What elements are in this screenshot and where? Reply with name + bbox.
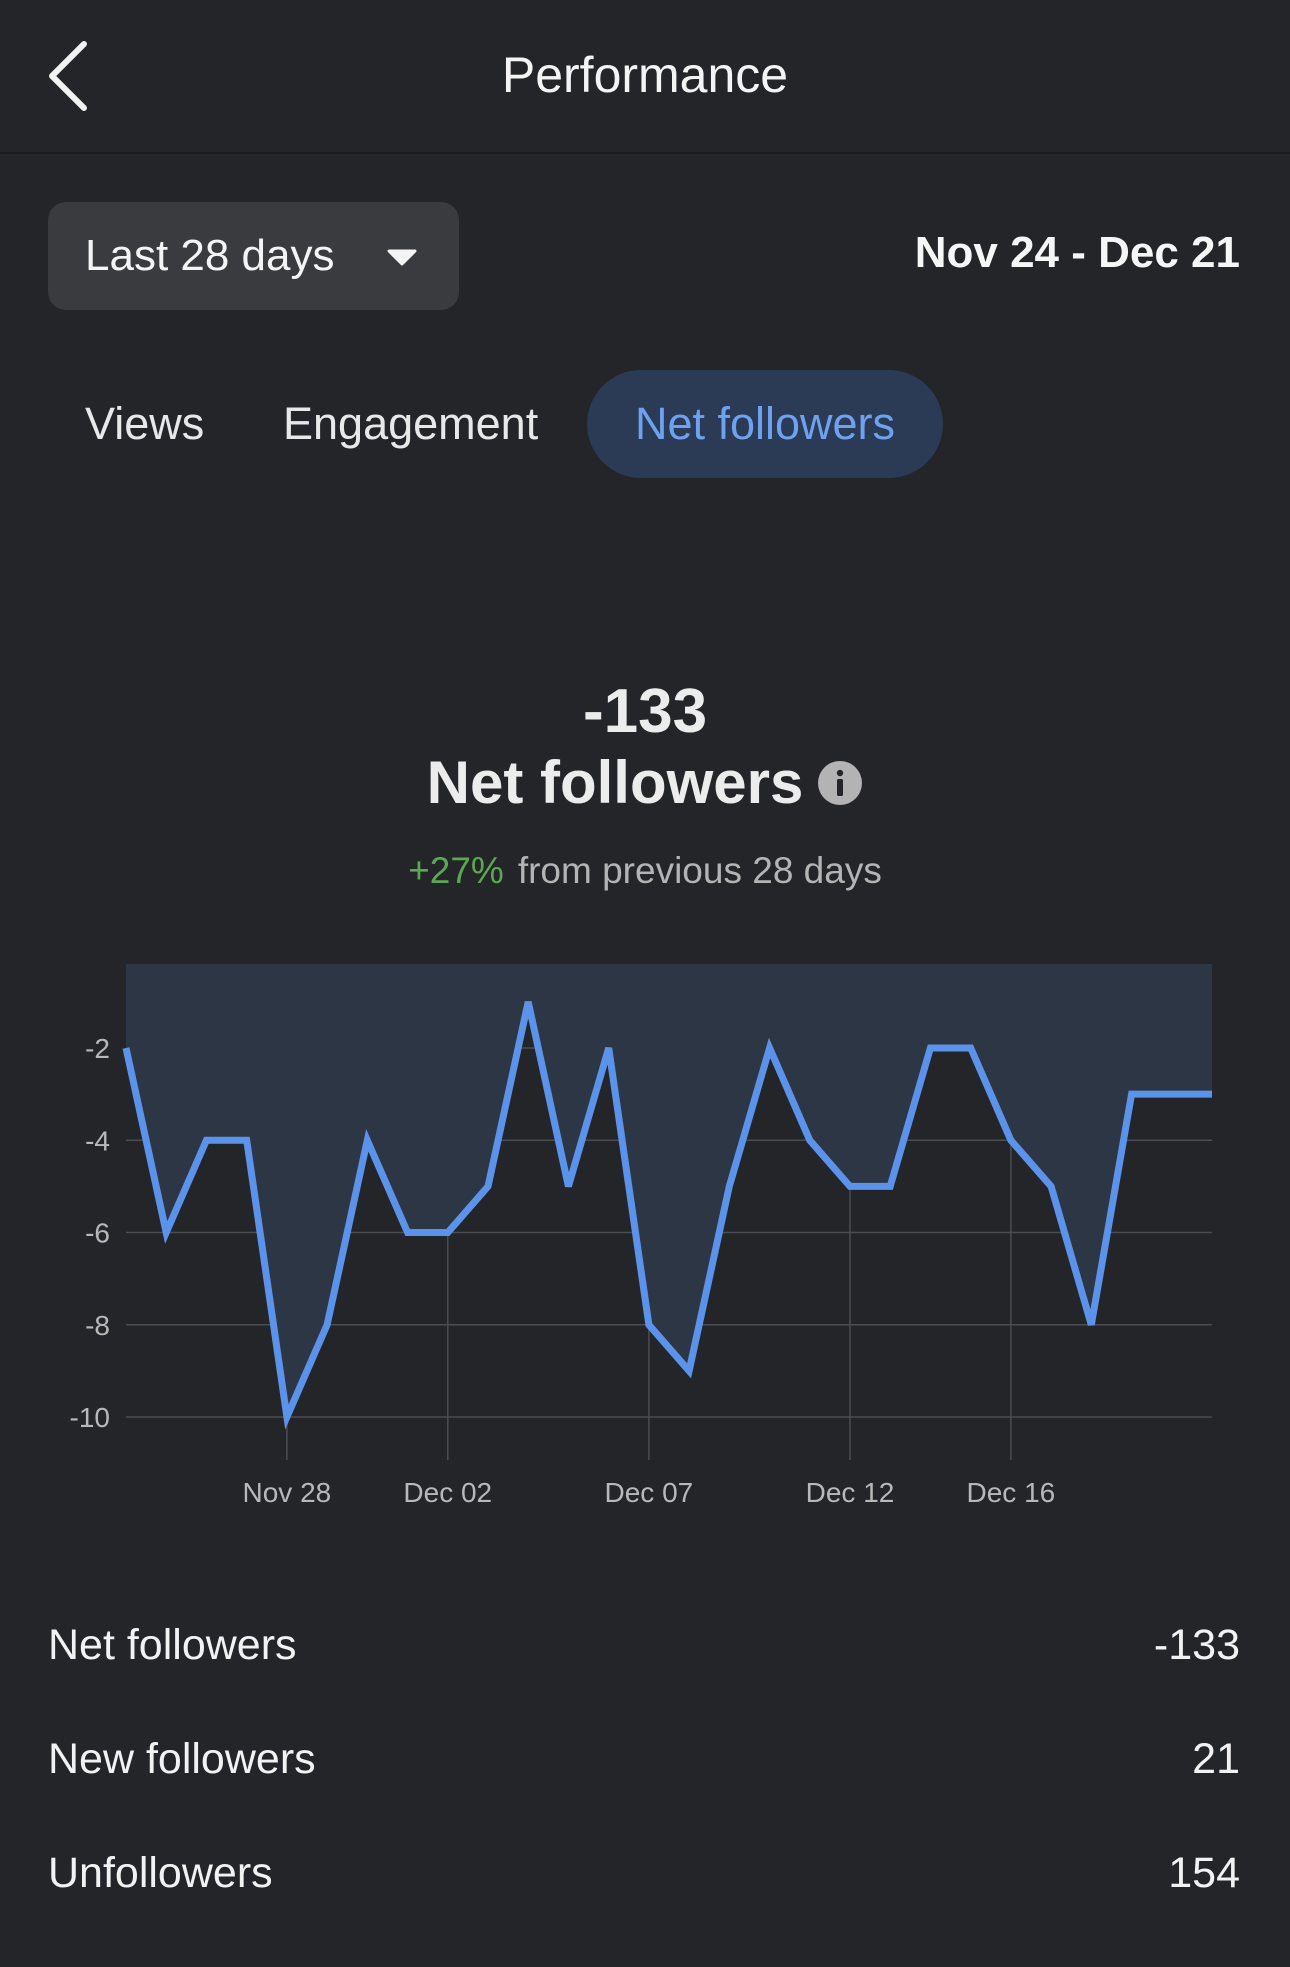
stat-label: Net followers <box>48 1620 297 1669</box>
stat-row-unfollowers: Unfollowers 154 <box>48 1833 1240 1913</box>
net-followers-chart: -2 -4 -6 -8 -10 Nov 28 Dec 02 Dec 07 Dec 12 Dec … <box>70 964 1212 1508</box>
stat-row-new-followers: New followers 21 <box>48 1719 1240 1799</box>
change-percentage: +27% <box>408 850 504 891</box>
x-tick-label: Dec 07 <box>605 1477 694 1508</box>
stat-label: New followers <box>48 1734 316 1783</box>
y-tick-label: -6 <box>85 1218 110 1249</box>
chevron-left-icon <box>49 41 87 111</box>
tab-views[interactable]: Views <box>85 398 205 449</box>
y-tick-label: -2 <box>85 1033 110 1064</box>
x-tick-label: Dec 12 <box>806 1477 895 1508</box>
date-range-dropdown[interactable]: Last 28 days <box>48 202 459 310</box>
y-tick-label: -4 <box>85 1125 110 1156</box>
stat-value: 154 <box>1168 1848 1240 1897</box>
chart-area-fill <box>126 964 1212 1417</box>
comparison-text: from previous 28 days <box>517 850 882 891</box>
summary-label: Net followers <box>426 749 804 816</box>
back-button[interactable] <box>40 34 100 118</box>
x-tick-label: Nov 28 <box>243 1477 332 1508</box>
stat-label: Unfollowers <box>48 1848 273 1897</box>
tab-net-followers[interactable]: Net followers <box>587 370 943 478</box>
y-tick-label: -8 <box>85 1310 110 1341</box>
stat-value: -133 <box>1153 1620 1240 1669</box>
date-range-text: Nov 24 - Dec 21 <box>914 228 1240 277</box>
caret-down-icon <box>387 249 417 266</box>
tab-engagement[interactable]: Engagement <box>283 398 539 449</box>
summary-label-row: Net followers <box>0 748 1290 817</box>
comparison-row: +27% from previous 28 days <box>0 850 1290 892</box>
x-tick-label: Dec 16 <box>967 1477 1056 1508</box>
date-range-dropdown-label: Last 28 days <box>85 231 335 280</box>
info-icon[interactable] <box>817 760 863 806</box>
y-tick-label: -10 <box>70 1402 110 1433</box>
x-tick-label: Dec 02 <box>403 1477 492 1508</box>
page-title: Performance <box>501 47 789 103</box>
header: Performance <box>0 0 1290 154</box>
stat-row-net-followers: Net followers -133 <box>48 1605 1240 1685</box>
chart-series-line <box>122 1001 1212 1430</box>
stat-value: 21 <box>1192 1734 1240 1783</box>
summary-value: -133 <box>582 677 708 746</box>
